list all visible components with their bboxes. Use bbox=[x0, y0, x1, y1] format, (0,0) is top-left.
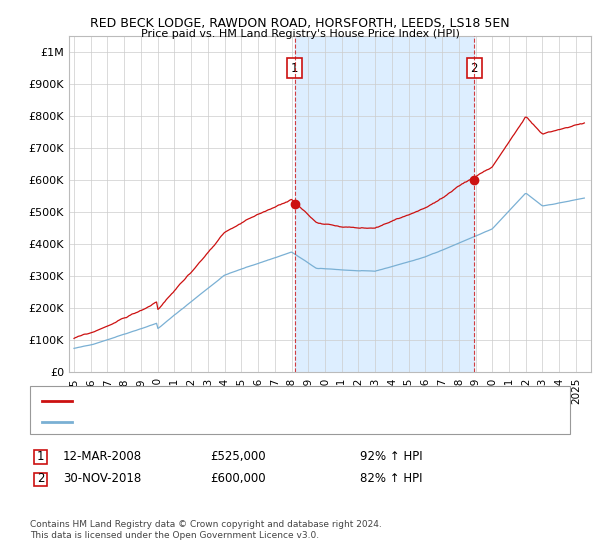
Text: £600,000: £600,000 bbox=[210, 472, 266, 486]
Text: 2: 2 bbox=[37, 472, 44, 486]
Text: HPI: Average price, detached house, Leeds: HPI: Average price, detached house, Leed… bbox=[78, 417, 301, 427]
Text: 82% ↑ HPI: 82% ↑ HPI bbox=[360, 472, 422, 486]
Text: 30-NOV-2018: 30-NOV-2018 bbox=[63, 472, 141, 486]
Text: 1: 1 bbox=[37, 450, 44, 463]
Text: 92% ↑ HPI: 92% ↑ HPI bbox=[360, 450, 422, 463]
Text: This data is licensed under the Open Government Licence v3.0.: This data is licensed under the Open Gov… bbox=[30, 531, 319, 540]
Bar bbox=[295, 36, 474, 372]
Text: 12-MAR-2008: 12-MAR-2008 bbox=[63, 450, 142, 463]
Text: 2: 2 bbox=[470, 62, 478, 75]
Text: RED BECK LODGE, RAWDON ROAD, HORSFORTH, LEEDS, LS18 5EN: RED BECK LODGE, RAWDON ROAD, HORSFORTH, … bbox=[90, 17, 510, 30]
Text: Contains HM Land Registry data © Crown copyright and database right 2024.: Contains HM Land Registry data © Crown c… bbox=[30, 520, 382, 529]
Text: RED BECK LODGE, RAWDON ROAD, HORSFORTH, LEEDS, LS18 5EN (detached house): RED BECK LODGE, RAWDON ROAD, HORSFORTH, … bbox=[78, 396, 520, 405]
Text: Price paid vs. HM Land Registry's House Price Index (HPI): Price paid vs. HM Land Registry's House … bbox=[140, 29, 460, 39]
Text: £525,000: £525,000 bbox=[210, 450, 266, 463]
Text: 1: 1 bbox=[291, 62, 298, 75]
